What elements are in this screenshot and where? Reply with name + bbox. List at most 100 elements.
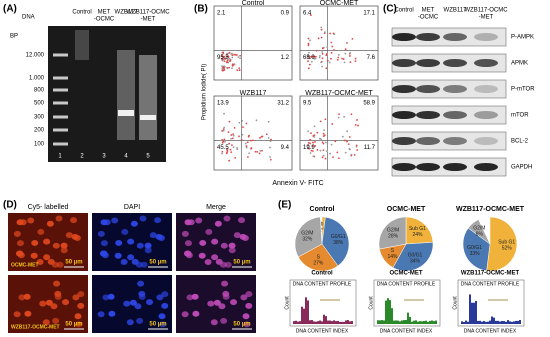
cell	[27, 217, 35, 224]
cell	[138, 290, 146, 297]
event	[307, 44, 310, 47]
profile-x: DNA CONTENT INDEX	[296, 328, 349, 334]
blot-band	[392, 85, 416, 93]
event	[316, 131, 319, 134]
cell	[39, 300, 47, 307]
event	[356, 149, 359, 151]
event	[313, 136, 316, 138]
cell	[139, 215, 147, 222]
event	[332, 156, 334, 159]
slice-label: 2%	[319, 228, 327, 234]
event	[337, 54, 340, 56]
event	[232, 146, 235, 149]
event	[321, 57, 324, 60]
pie-title: Control	[310, 206, 335, 213]
event	[344, 151, 347, 154]
event	[222, 129, 225, 132]
histogram-bin	[493, 317, 495, 324]
event	[311, 150, 314, 152]
cell	[131, 258, 139, 265]
event	[307, 54, 309, 56]
cell	[77, 291, 85, 298]
cell	[228, 242, 236, 249]
event	[230, 137, 232, 140]
event	[222, 128, 225, 131]
histogram-bin	[337, 320, 339, 324]
histogram-bin	[331, 321, 333, 324]
plot-title: Control	[242, 0, 265, 7]
cell	[204, 259, 212, 266]
cell	[13, 311, 21, 318]
event	[307, 141, 310, 144]
event	[309, 14, 312, 17]
event	[237, 56, 240, 59]
quadrant-value: 9.5	[303, 101, 312, 107]
cell	[140, 261, 148, 268]
cell	[134, 303, 142, 310]
protein-label: GAPDH	[511, 165, 532, 171]
cell	[154, 217, 162, 224]
cell	[230, 299, 238, 306]
blot-band	[392, 33, 416, 41]
event	[320, 61, 322, 64]
cell	[181, 311, 189, 318]
histogram-bin	[515, 320, 517, 324]
histogram-bin	[491, 316, 493, 324]
blot-band	[392, 137, 416, 145]
ladder-title: DNA	[22, 15, 35, 21]
cell	[43, 254, 51, 261]
histogram-bin	[405, 320, 407, 324]
cell	[100, 240, 108, 247]
event	[224, 57, 227, 60]
blot-band	[443, 137, 467, 145]
cell	[65, 232, 73, 239]
histogram-bin	[345, 320, 347, 324]
well-smear	[75, 30, 89, 60]
event	[228, 57, 231, 60]
cell	[23, 293, 31, 300]
event	[346, 42, 348, 44]
panel-label: (A)	[3, 4, 17, 15]
quadrant-value: 13.9	[217, 101, 229, 107]
slice-name: S	[391, 248, 395, 254]
event	[231, 54, 234, 57]
quadrant-value: 2.1	[217, 11, 226, 17]
histogram-bin	[321, 321, 323, 324]
protein-label: mTOR	[511, 113, 529, 119]
histogram-bin	[429, 320, 431, 324]
histogram-bin	[509, 321, 511, 324]
event	[313, 134, 316, 137]
pie-slice	[405, 216, 434, 245]
histogram-bin	[317, 321, 319, 324]
cell	[127, 254, 135, 261]
blot-band	[474, 85, 498, 93]
event	[242, 126, 244, 129]
bp-mark: 300	[34, 115, 45, 121]
blot-band	[474, 163, 498, 171]
event	[341, 57, 343, 60]
profile-title: DNA CONTENT PROFILE	[461, 281, 520, 287]
cell	[161, 291, 169, 298]
cell	[123, 300, 131, 307]
event	[231, 144, 233, 146]
event	[321, 51, 324, 53]
pie-slice	[486, 216, 518, 272]
event	[241, 119, 244, 122]
slice-name: Sub G1	[409, 226, 426, 232]
blot-band	[416, 59, 440, 67]
event	[261, 149, 263, 152]
event	[236, 69, 239, 72]
event	[258, 152, 261, 155]
event	[317, 37, 320, 40]
event	[229, 148, 232, 151]
event	[337, 56, 340, 59]
event	[223, 112, 225, 115]
histogram-bin	[415, 320, 417, 324]
cell	[101, 252, 109, 259]
lane-number: 1	[58, 154, 62, 160]
histogram-bin	[341, 321, 343, 324]
event	[235, 54, 238, 56]
slice-label: 32%	[302, 236, 313, 242]
histogram-bin	[471, 302, 473, 324]
event	[239, 57, 242, 60]
